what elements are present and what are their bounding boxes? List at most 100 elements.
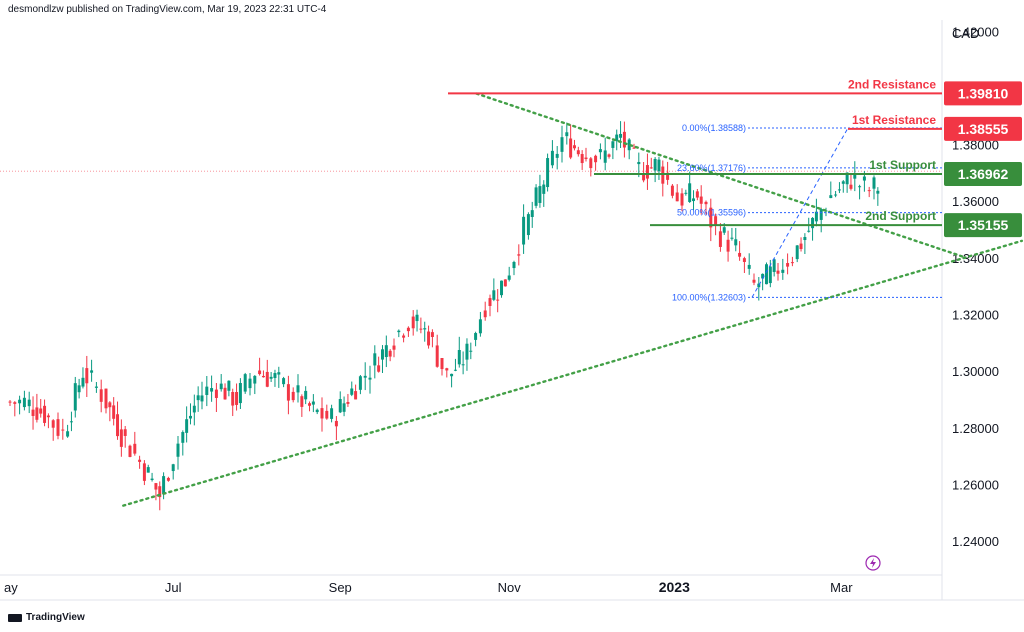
- candle-body: [453, 369, 457, 371]
- candle-body: [192, 405, 196, 413]
- tradingview-logo[interactable]: TradingView: [8, 612, 85, 623]
- candle-body: [350, 388, 354, 395]
- candle-body: [27, 399, 31, 407]
- candle-body: [265, 371, 269, 387]
- candle-body: [277, 372, 281, 375]
- candle-body: [411, 316, 415, 329]
- candle-body: [181, 432, 185, 443]
- candle-body: [397, 330, 401, 333]
- candle-body: [688, 183, 692, 202]
- candle-body: [862, 176, 866, 181]
- x-tick-label: Nov: [498, 580, 522, 595]
- candle-body: [776, 270, 780, 274]
- candle-body: [13, 402, 17, 404]
- lightning-bolt-icon: [870, 558, 876, 568]
- candle-body: [522, 216, 526, 245]
- candle-body: [576, 150, 580, 155]
- candle-body: [108, 402, 112, 408]
- candle-body: [757, 283, 761, 288]
- candle-body: [849, 184, 853, 189]
- candle-body: [223, 387, 227, 400]
- ascending-trendline: [122, 239, 1024, 507]
- candle-body: [22, 397, 26, 408]
- candle-body: [738, 252, 742, 257]
- candle-body: [483, 310, 487, 318]
- candle-body: [116, 414, 120, 437]
- price-badge-label: 1.35155: [958, 217, 1009, 233]
- x-tick-label: Sep: [329, 580, 352, 595]
- candle-body: [200, 395, 204, 402]
- candle-body: [584, 157, 588, 160]
- candle-body: [406, 327, 410, 332]
- price-badge-label: 1.36962: [958, 166, 1009, 182]
- candle-body: [675, 192, 679, 202]
- candle-body: [90, 370, 94, 373]
- candle-body: [819, 209, 823, 220]
- candle-body: [123, 429, 127, 436]
- candle-body: [154, 483, 158, 490]
- y-tick-label: 1.36000: [952, 194, 999, 209]
- candle-body: [607, 154, 611, 157]
- candle-body: [580, 154, 584, 164]
- candle-body: [742, 258, 746, 262]
- candle-body: [210, 388, 214, 392]
- candle-body: [311, 401, 315, 405]
- candle-body: [69, 421, 73, 423]
- candle-body: [269, 376, 273, 379]
- candle-body: [534, 187, 538, 206]
- candle-body: [598, 149, 602, 153]
- candle-body: [248, 378, 252, 389]
- candle-body: [474, 333, 478, 340]
- candle-body: [253, 375, 257, 384]
- fib-level-label: 50.00%(1.35596): [677, 208, 746, 218]
- candle-body: [814, 211, 818, 222]
- candle-body: [205, 386, 209, 396]
- candle-body: [440, 357, 444, 370]
- candle-body: [304, 390, 308, 400]
- candle-body: [46, 415, 50, 418]
- candle-body: [188, 415, 192, 419]
- candle-body: [704, 201, 708, 205]
- candle-body: [342, 403, 346, 412]
- candle-body: [258, 370, 262, 375]
- candle-body: [231, 391, 235, 406]
- candle-body: [589, 158, 593, 169]
- price-badge: [944, 161, 1022, 186]
- candle-body: [427, 331, 431, 346]
- candle-body: [445, 368, 449, 371]
- candle-body: [291, 391, 295, 401]
- candle-body: [714, 216, 718, 225]
- y-tick-label: 1.34000: [952, 251, 999, 266]
- candle-body: [730, 237, 734, 239]
- candle-body: [761, 273, 765, 279]
- level-name-label: 1st Support: [869, 158, 936, 172]
- candle-body: [747, 264, 751, 269]
- candle-body: [699, 196, 703, 204]
- candle-body: [85, 368, 89, 384]
- candle-body: [66, 431, 70, 437]
- candle-body: [560, 137, 564, 152]
- candle-body: [507, 275, 511, 280]
- candle-body: [603, 150, 607, 163]
- candle-body: [138, 459, 142, 462]
- candle-body: [803, 237, 807, 241]
- candle-body: [227, 380, 231, 391]
- candle-body: [73, 383, 77, 411]
- candle-body: [492, 290, 496, 300]
- candle-body: [461, 364, 465, 366]
- candle-body: [81, 377, 85, 387]
- candle-body: [334, 420, 338, 427]
- candle-body: [39, 408, 43, 414]
- fib-level-label: 23.60%(1.37176): [677, 163, 746, 173]
- lightning-icon[interactable]: [865, 555, 881, 571]
- candle-body: [594, 155, 598, 163]
- candle-body: [611, 141, 615, 148]
- candle-body: [722, 227, 726, 233]
- candle-body: [158, 486, 162, 498]
- currency-label: CAD: [952, 26, 979, 41]
- candle-body: [457, 349, 461, 365]
- candle-body: [430, 332, 434, 337]
- candle-body: [718, 231, 722, 247]
- candle-body: [781, 269, 785, 273]
